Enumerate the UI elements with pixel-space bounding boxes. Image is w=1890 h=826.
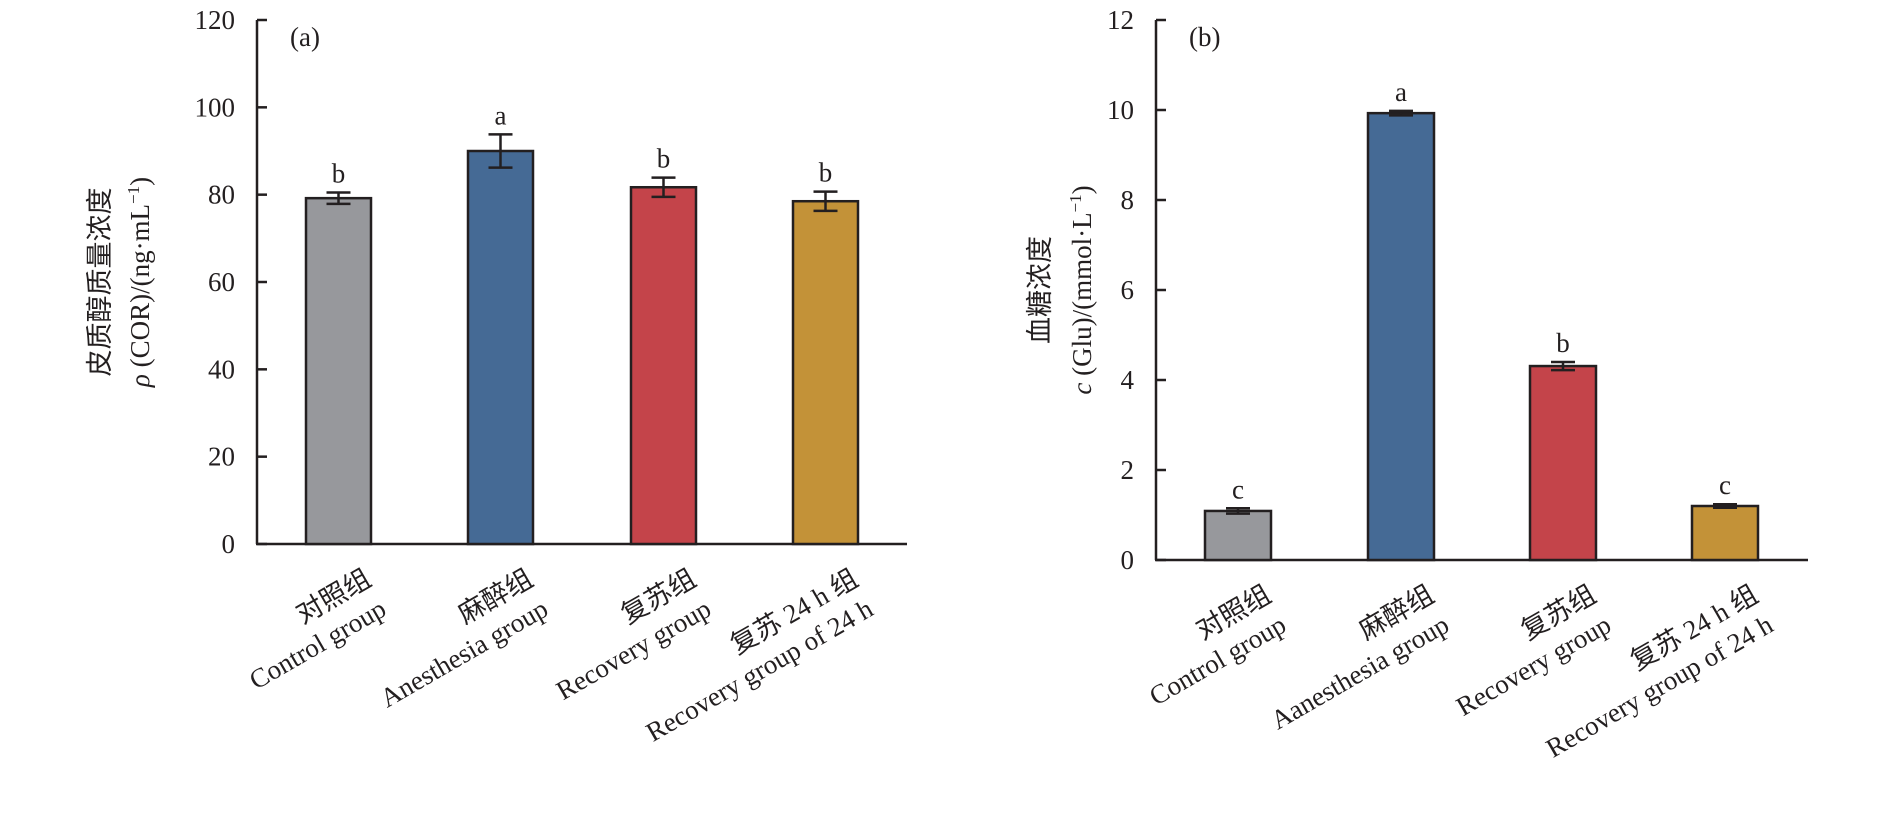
bar-1: [1203, 509, 1273, 562]
y-axis-title-line2: ρ (COR)/(ng·mL−1): [124, 177, 155, 388]
y-axis-unit-superscript: −1: [1066, 194, 1085, 212]
y-axis-symbol: ρ: [125, 374, 155, 388]
significance-label-4: b: [819, 158, 833, 188]
panel-label: (b): [1189, 22, 1220, 52]
bar-3: [629, 185, 698, 546]
y-tick-label: 60: [208, 267, 235, 297]
significance-label-4: c: [1719, 470, 1731, 500]
y-axis-unit-superscript: −1: [124, 186, 143, 204]
bar-1: [304, 196, 373, 546]
significance-label-1: b: [332, 158, 346, 188]
bar-4: [1690, 504, 1760, 562]
significance-label-1: c: [1232, 474, 1244, 504]
y-axis-unit: (COR)/(ng·mL: [125, 204, 155, 374]
y-axis-symbol: c: [1067, 383, 1097, 395]
y-tick-label: 40: [208, 354, 235, 384]
y-axis-unit: (Glu)/(mmol·L: [1067, 212, 1097, 382]
bar-4: [791, 199, 860, 546]
y-tick-label: 20: [208, 442, 235, 472]
significance-label-2: a: [1395, 77, 1407, 107]
bar-2: [466, 149, 535, 546]
y-axis-unit-close: ): [1067, 185, 1097, 194]
y-tick-label: 0: [222, 529, 236, 559]
y-tick-label: 100: [195, 92, 236, 122]
y-axis-title-line1: 皮质醇质量浓度: [85, 188, 115, 377]
y-axis-title-line1: 血糖浓度: [1025, 236, 1055, 344]
y-tick-label: 80: [208, 180, 235, 210]
significance-label-3: b: [1556, 328, 1570, 358]
significance-label-3: b: [657, 144, 671, 174]
y-tick-label: 120: [195, 5, 236, 35]
y-axis-unit-close: ): [125, 177, 155, 186]
y-tick-label: 12: [1107, 5, 1134, 35]
significance-label-2: a: [495, 100, 507, 130]
panel-a-cortisol-chart: 0 20 40 60 80 100 120 (a) 皮质醇质量浓度 ρ (COR)/(ng·mL−…: [85, 5, 907, 747]
y-tick-label: 8: [1121, 185, 1135, 215]
y-tick-label: 2: [1121, 455, 1135, 485]
y-tick-label: 6: [1121, 275, 1135, 305]
bar-2: [1366, 111, 1436, 562]
y-axis-title-line2: c (Glu)/(mmol·L−1): [1066, 185, 1097, 394]
y-tick-label: 10: [1107, 95, 1134, 125]
y-tick-label: 4: [1121, 365, 1135, 395]
y-tick-label: 0: [1121, 545, 1135, 575]
bar-3: [1528, 364, 1598, 562]
panel-label: (a): [290, 22, 320, 52]
